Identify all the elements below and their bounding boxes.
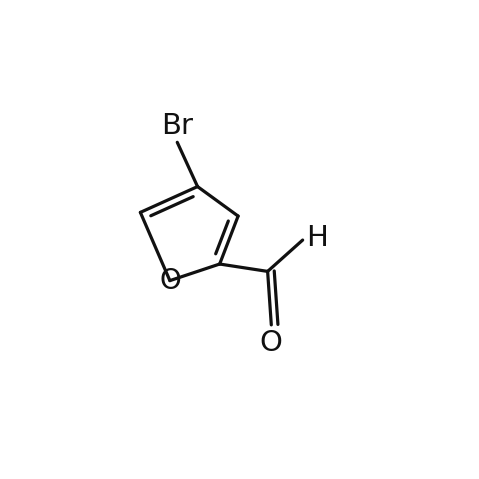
Text: O: O [159, 267, 181, 295]
Text: H: H [307, 224, 328, 252]
Text: O: O [260, 329, 283, 356]
Text: Br: Br [161, 113, 193, 140]
